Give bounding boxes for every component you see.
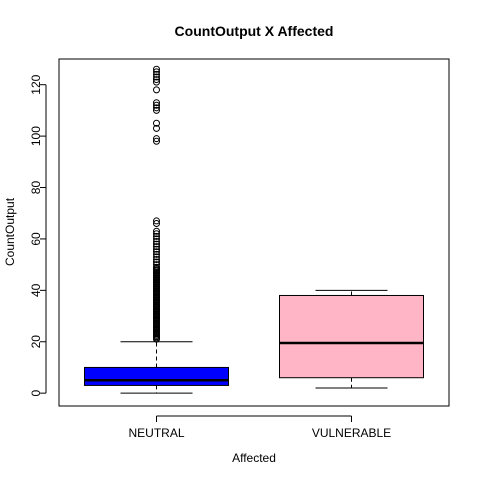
outlier-point bbox=[153, 232, 160, 240]
outlier-point bbox=[153, 119, 160, 127]
outlier-point bbox=[153, 255, 160, 263]
outlier-point bbox=[153, 106, 160, 114]
y-tick-label: 60 bbox=[29, 232, 43, 246]
outlier-point bbox=[153, 248, 160, 256]
outlier-point bbox=[153, 230, 160, 238]
box-vulnerable bbox=[279, 289, 424, 389]
plot-frame bbox=[58, 58, 450, 407]
y-axis-label: CountOutput bbox=[3, 197, 17, 266]
outlier-point bbox=[153, 220, 160, 228]
outlier-point bbox=[153, 137, 160, 145]
outlier-point bbox=[153, 227, 160, 235]
outlier-point bbox=[153, 263, 160, 271]
x-axis: NEUTRAL VULNERABLE bbox=[128, 415, 391, 440]
outlier-point bbox=[153, 99, 160, 107]
box-neutral bbox=[84, 65, 229, 394]
outlier-point bbox=[153, 70, 160, 78]
outlier-point bbox=[153, 237, 160, 245]
y-tick-label: 80 bbox=[29, 181, 43, 195]
outlier-point bbox=[153, 68, 160, 76]
y-tick-label: 100 bbox=[29, 126, 43, 146]
outlier-point bbox=[153, 135, 160, 143]
y-tick-label: 20 bbox=[29, 335, 43, 349]
outlier-point bbox=[153, 104, 160, 112]
y-tick-label: 120 bbox=[29, 74, 43, 94]
outlier-point bbox=[153, 86, 160, 94]
boxes bbox=[84, 65, 424, 394]
outlier-point bbox=[153, 235, 160, 243]
outlier-point bbox=[153, 258, 160, 266]
outlier-point bbox=[153, 253, 160, 261]
iqr-box bbox=[279, 294, 424, 379]
x-tick-label: VULNERABLE bbox=[312, 426, 391, 440]
outlier-point bbox=[153, 245, 160, 253]
outlier-point bbox=[153, 73, 160, 81]
iqr-box bbox=[84, 366, 229, 386]
y-tick-label: 0 bbox=[29, 389, 43, 396]
outlier-point bbox=[153, 243, 160, 251]
y-axis: 0 20 40 60 80 100 120 bbox=[29, 74, 47, 396]
y-tick-label: 40 bbox=[29, 283, 43, 297]
x-axis-label: Affected bbox=[232, 451, 276, 465]
outlier-point bbox=[153, 250, 160, 258]
outlier-point bbox=[153, 78, 160, 86]
outlier-point bbox=[153, 65, 160, 73]
x-tick-label: NEUTRAL bbox=[128, 426, 184, 440]
outlier-point bbox=[153, 261, 160, 269]
outlier-point bbox=[153, 124, 160, 132]
outlier-point bbox=[153, 76, 160, 84]
chart-title: CountOutput X Affected bbox=[175, 23, 334, 39]
outlier-point bbox=[153, 217, 160, 225]
outlier-point bbox=[153, 240, 160, 248]
outlier-point bbox=[153, 101, 160, 109]
